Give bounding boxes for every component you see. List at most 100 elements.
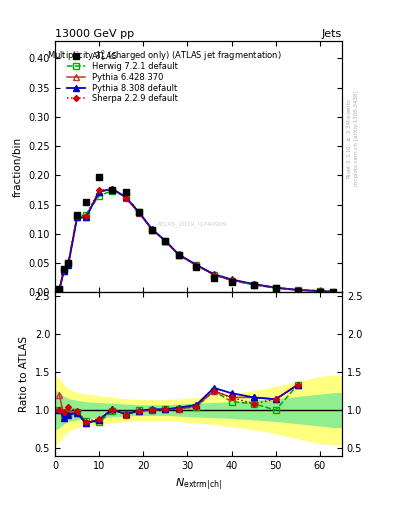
Line: Herwig 7.2.1 default: Herwig 7.2.1 default (57, 188, 336, 294)
Herwig 7.2.1 default (274, 285, 278, 291)
Pythia 6.428 370 (296, 287, 300, 293)
Line: ATLAS: ATLAS (57, 175, 336, 295)
ATLAS (163, 239, 168, 245)
Pythia 8.308 default (211, 271, 216, 278)
Sherpa 2.2.9 default (75, 212, 79, 219)
ATLAS (110, 187, 115, 193)
Pythia 8.308 default (331, 289, 336, 295)
Herwig 7.2.1 default (251, 282, 256, 288)
Herwig 7.2.1 default (229, 278, 234, 284)
ATLAS (251, 282, 256, 288)
Herwig 7.2.1 default (84, 212, 88, 218)
Pythia 8.308 default (97, 189, 101, 195)
Pythia 6.428 370 (61, 268, 66, 274)
ATLAS (84, 199, 88, 205)
Herwig 7.2.1 default (150, 227, 154, 233)
ATLAS (123, 189, 128, 195)
ATLAS (296, 287, 300, 293)
Herwig 7.2.1 default (66, 261, 71, 267)
ATLAS (176, 252, 181, 259)
Sherpa 2.2.9 default (274, 285, 278, 291)
Pythia 6.428 370 (211, 272, 216, 278)
ATLAS (66, 260, 71, 266)
Pythia 8.308 default (229, 276, 234, 283)
Pythia 8.308 default (75, 215, 79, 221)
Herwig 7.2.1 default (57, 286, 62, 292)
Pythia 6.428 370 (66, 261, 71, 267)
Pythia 8.308 default (318, 288, 322, 294)
ATLAS (57, 286, 62, 292)
Text: ATLAS_2019_I1740909: ATLAS_2019_I1740909 (157, 222, 228, 227)
Pythia 6.428 370 (110, 186, 115, 192)
Text: 13000 GeV pp: 13000 GeV pp (55, 29, 134, 39)
Text: Rivet 3.1.10, $\geq$ 2.3M events: Rivet 3.1.10, $\geq$ 2.3M events (345, 98, 353, 179)
Line: Pythia 6.428 370: Pythia 6.428 370 (57, 186, 336, 294)
Text: Jets: Jets (321, 29, 342, 39)
ATLAS (194, 264, 198, 270)
Herwig 7.2.1 default (136, 208, 141, 215)
X-axis label: $N_{\mathrm{extrm|ch|}}$: $N_{\mathrm{extrm|ch|}}$ (175, 476, 222, 492)
Pythia 6.428 370 (97, 189, 101, 195)
Herwig 7.2.1 default (97, 193, 101, 199)
Sherpa 2.2.9 default (194, 262, 198, 268)
Line: Sherpa 2.2.9 default: Sherpa 2.2.9 default (57, 187, 335, 294)
Herwig 7.2.1 default (318, 287, 322, 293)
Legend: ATLAS, Herwig 7.2.1 default, Pythia 6.428 370, Pythia 8.308 default, Sherpa 2.2.: ATLAS, Herwig 7.2.1 default, Pythia 6.42… (65, 50, 179, 105)
Sherpa 2.2.9 default (296, 287, 300, 293)
Sherpa 2.2.9 default (123, 195, 128, 201)
Y-axis label: Ratio to ATLAS: Ratio to ATLAS (19, 336, 29, 412)
Pythia 8.308 default (66, 262, 71, 268)
Pythia 8.308 default (176, 251, 181, 258)
Sherpa 2.2.9 default (251, 282, 256, 288)
ATLAS (136, 208, 141, 215)
ATLAS (318, 289, 322, 295)
Pythia 8.308 default (110, 186, 115, 192)
Pythia 8.308 default (274, 285, 278, 291)
Pythia 6.428 370 (123, 195, 128, 201)
Pythia 8.308 default (123, 194, 128, 200)
Herwig 7.2.1 default (163, 238, 168, 244)
Y-axis label: fraction/bin: fraction/bin (13, 137, 23, 197)
Pythia 6.428 370 (150, 227, 154, 233)
Sherpa 2.2.9 default (110, 186, 115, 193)
Pythia 6.428 370 (57, 286, 62, 292)
Pythia 6.428 370 (84, 215, 88, 221)
Herwig 7.2.1 default (75, 213, 79, 219)
Pythia 6.428 370 (163, 238, 168, 244)
Sherpa 2.2.9 default (331, 289, 336, 295)
Pythia 8.308 default (61, 268, 66, 274)
Pythia 8.308 default (57, 286, 62, 292)
ATLAS (150, 227, 154, 233)
Pythia 6.428 370 (318, 288, 322, 294)
Pythia 6.428 370 (176, 252, 181, 258)
ATLAS (229, 279, 234, 285)
Pythia 6.428 370 (75, 215, 79, 221)
Sherpa 2.2.9 default (66, 259, 71, 265)
Sherpa 2.2.9 default (61, 266, 66, 272)
Sherpa 2.2.9 default (211, 272, 216, 278)
Pythia 8.308 default (84, 215, 88, 221)
Pythia 6.428 370 (251, 281, 256, 287)
Sherpa 2.2.9 default (97, 187, 101, 193)
Pythia 8.308 default (136, 209, 141, 216)
Pythia 8.308 default (194, 262, 198, 268)
Pythia 6.428 370 (274, 285, 278, 291)
Sherpa 2.2.9 default (163, 238, 168, 244)
Text: mcplots.cern.ch [arXiv:1306.3436]: mcplots.cern.ch [arXiv:1306.3436] (354, 91, 359, 186)
Herwig 7.2.1 default (61, 267, 66, 273)
Pythia 6.428 370 (229, 277, 234, 283)
ATLAS (97, 174, 101, 180)
Sherpa 2.2.9 default (57, 286, 62, 292)
Sherpa 2.2.9 default (229, 277, 234, 283)
Herwig 7.2.1 default (123, 194, 128, 200)
Herwig 7.2.1 default (211, 272, 216, 278)
ATLAS (274, 285, 278, 291)
ATLAS (211, 275, 216, 282)
Pythia 8.308 default (296, 287, 300, 293)
Pythia 6.428 370 (194, 262, 198, 268)
Herwig 7.2.1 default (194, 262, 198, 268)
Herwig 7.2.1 default (110, 187, 115, 194)
ATLAS (75, 211, 79, 218)
Herwig 7.2.1 default (296, 287, 300, 293)
Pythia 8.308 default (251, 281, 256, 287)
